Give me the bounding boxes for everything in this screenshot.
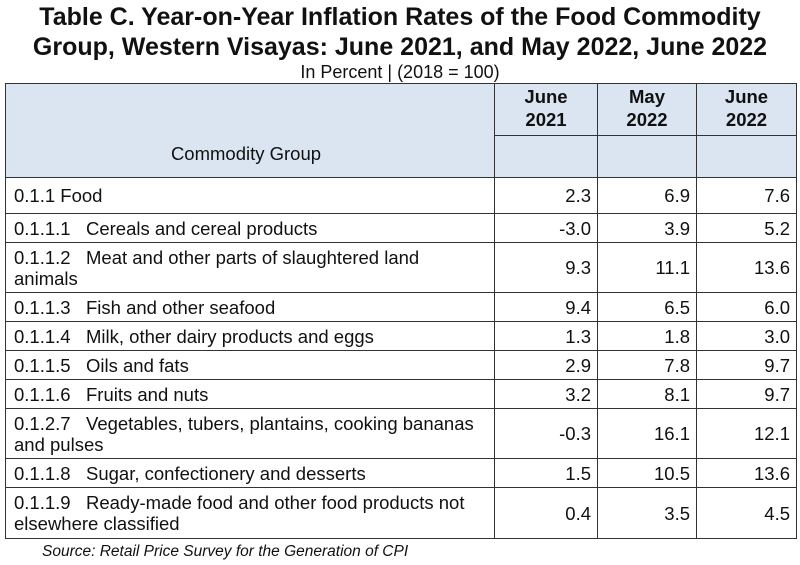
table-row: 0.1.1.4 Milk, other dairy products and e… [5,321,797,351]
row-value-c1: 0.4 [494,487,598,539]
row-value-c3: 13.6 [696,458,797,488]
header-c3-month: June [724,86,769,107]
header-may-2022: May 2022 [597,83,697,136]
header-blank-c2 [597,135,697,178]
table-row: 0.1.1.5 Oils and fats 2.9 7.8 9.7 [5,350,797,380]
inflation-table: Commodity Group June 2021 May 2022 June … [5,83,797,539]
row-value-c2: 6.9 [597,177,697,214]
table-title-line-1: Table C. Year-on-Year Inflation Rates of… [39,3,761,31]
row-value-c3: 3.0 [696,321,797,351]
row-value-c2: 3.9 [597,213,697,243]
row-value-c1: -0.3 [494,408,598,459]
row-value-c3: 9.7 [696,379,797,409]
row-value-c2: 8.1 [597,379,697,409]
row-value-c1: 3.2 [494,379,598,409]
row-value-c1: 1.5 [494,458,598,488]
row-value-c3: 13.6 [696,242,797,293]
table-row: 0.1.1.1 Cereals and cereal products -3.0 3… [5,213,797,243]
table-row: 0.1.1.2 Meat and other parts of slaughte… [5,242,797,293]
header-blank-c1 [494,135,598,178]
header-c1-month: June [524,86,568,107]
row-value-c3: 6.0 [696,292,797,322]
header-commodity-group: Commodity Group [5,83,495,178]
table-row: 0.1.1 Food 2.3 6.9 7.6 [5,177,797,214]
table-row: 0.1.1.8 Sugar, confectionery and dessert… [5,458,797,488]
header-blank-c3 [696,135,797,178]
header-june-2021: June 2021 [494,83,598,136]
row-value-c1: 9.4 [494,292,598,322]
row-value-c2: 6.5 [597,292,697,322]
row-label: 0.1.1.3 Fish and other seafood [5,292,495,322]
row-value-c1: 1.3 [494,321,598,351]
row-value-c3: 4.5 [696,487,797,539]
row-value-c2: 7.8 [597,350,697,380]
row-value-c2: 11.1 [597,242,697,293]
row-label: 0.1.1 Food [5,177,495,214]
table-row: 0.1.2.7 Vegetables, tubers, plantains, c… [5,408,797,459]
row-value-c1: -3.0 [494,213,598,243]
row-label: 0.1.1.6 Fruits and nuts [5,379,495,409]
row-label: 0.1.1.5 Oils and fats [5,350,495,380]
row-value-c1: 9.3 [494,242,598,293]
row-label: 0.1.1.9 Ready-made food and other food p… [5,487,495,539]
row-label: 0.1.1.2 Meat and other parts of slaughte… [5,242,495,293]
header-c2-year: 2022 [626,109,668,130]
table-title-line-2: Group, Western Visayas: June 2021, and M… [32,33,768,61]
row-value-c2: 16.1 [597,408,697,459]
row-value-c3: 9.7 [696,350,797,380]
table-row: 0.1.1.3 Fish and other seafood 9.4 6.5 6.0 [5,292,797,322]
header-june-2022: June 2022 [696,83,797,136]
row-value-c3: 7.6 [696,177,797,214]
header-c3-year: 2022 [725,109,768,130]
row-value-c1: 2.3 [494,177,598,214]
row-value-c1: 2.9 [494,350,598,380]
table-row: 0.1.1.6 Fruits and nuts 3.2 8.1 9.7 [5,379,797,409]
row-value-c3: 12.1 [696,408,797,459]
header-c2-month: May [629,86,665,107]
row-label: 0.1.1.8 Sugar, confectionery and dessert… [5,458,495,488]
table-title: Table C. Year-on-Year Inflation Rates of… [0,2,800,62]
row-label: 0.1.1.4 Milk, other dairy products and e… [5,321,495,351]
row-value-c3: 5.2 [696,213,797,243]
table-body: 0.1.1 Food 2.3 6.9 7.6 0.1.1.1 Cereals and c… [5,177,797,539]
table-row: 0.1.1.9 Ready-made food and other food p… [5,487,797,539]
row-label: 0.1.2.7 Vegetables, tubers, plantains, c… [5,408,495,459]
source-note: Source: Retail Price Survey for the Gene… [42,543,409,560]
row-value-c2: 10.5 [597,458,697,488]
header-c1-year: 2021 [525,109,567,130]
row-value-c2: 1.8 [597,321,697,351]
row-value-c2: 3.5 [597,487,697,539]
row-label: 0.1.1.1 Cereals and cereal products [5,213,495,243]
table-subtitle: In Percent | (2018 = 100) [300,62,500,82]
